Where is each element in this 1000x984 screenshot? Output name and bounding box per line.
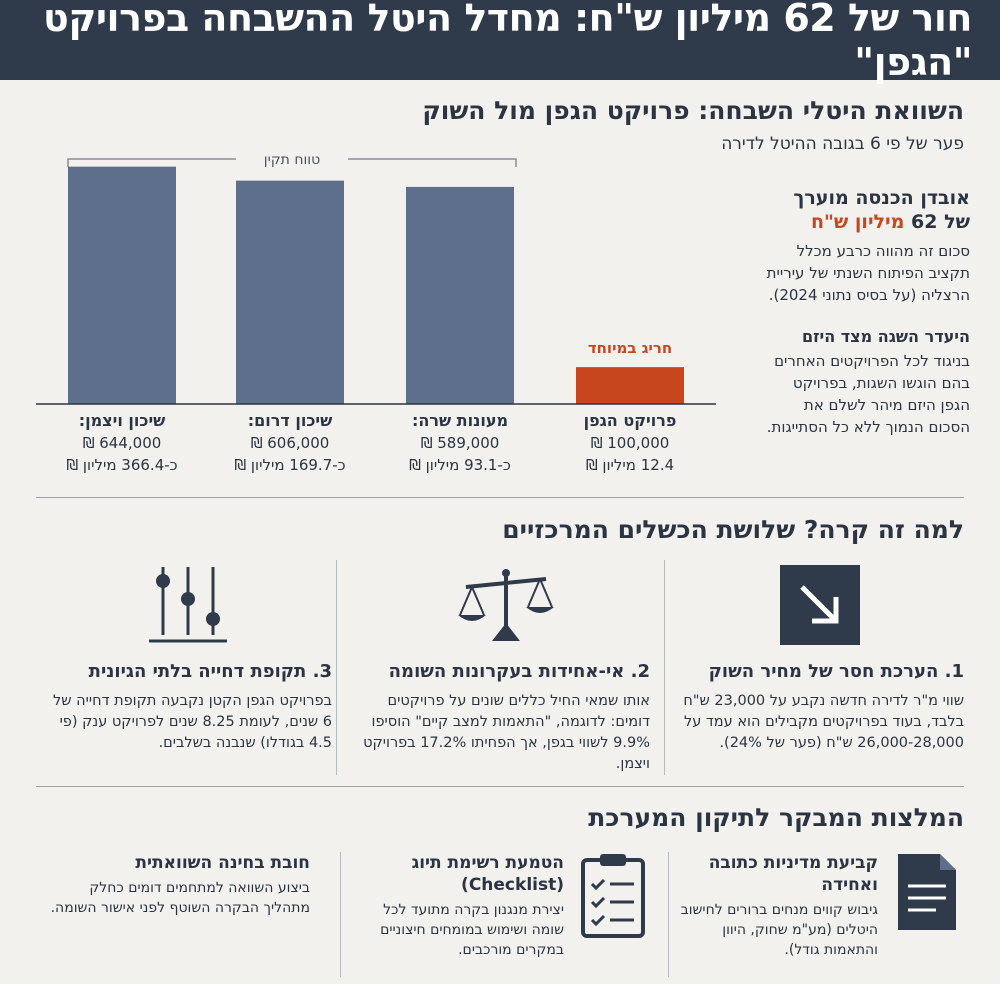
bars-group <box>68 166 684 404</box>
divider-1 <box>36 497 964 498</box>
bar-2 <box>406 186 514 404</box>
recommendation-item-2: הטמעת רשימת תיוג (Checklist) יצירת מנגנו… <box>360 852 650 982</box>
recommendations-heading: המלצות המבקר לתיקון המערכת <box>588 803 964 832</box>
separator-c <box>668 852 669 977</box>
failure-title-1: 1. הערכת חסר של מחיר השוק <box>708 661 964 682</box>
bar-3 <box>236 180 344 404</box>
recommendation-title-1: קביעת מדיניות כתובה ואחידה <box>708 853 878 895</box>
bar-category: מעונות שרה: <box>411 411 509 430</box>
failure-item-1: 1. הערכת חסר של מחיר השוק שווי מ"ר לדירה… <box>676 555 964 785</box>
bar-total: כ-366.4 מיליון ₪ <box>66 456 178 474</box>
separator-d <box>340 852 341 977</box>
range-bracket-right <box>348 158 517 167</box>
loss-amount: מיליון ש"ח <box>810 211 905 233</box>
scales-icon <box>362 555 650 655</box>
loss-prefix: של 62 <box>911 211 970 233</box>
arrow-down-icon <box>676 555 964 655</box>
bar-label-2: מעונות שרה: 589,000 ₪ כ-93.1 מיליון ₪ <box>385 410 535 476</box>
negotiation-title: היעדר השגה מצד היזם <box>801 327 970 346</box>
loss-text: סכום זה מהווה כרבע מכלל תקציב הפיתוח השנ… <box>766 242 970 304</box>
recommendation-title-3: חובת בחינה השוואתית <box>135 853 310 873</box>
bar-category: פרויקט הגפן <box>583 411 677 430</box>
bar-1 <box>576 367 684 404</box>
bar-label-4: שיכון ויצמן: 644,000 ₪ כ-366.4 מיליון ₪ <box>47 410 197 476</box>
range-label: טווח תקין <box>264 152 320 168</box>
failures-heading: למה זה קרה? שלושת הכשלים המרכזיים <box>502 515 964 544</box>
failure-title-2: 2. אי-אחידות בעקרונות השומה <box>388 661 650 682</box>
bar-value: 644,000 ₪ <box>82 434 162 452</box>
recommendation-item-1: קביעת מדיניות כתובה ואחידה גיבוש קווים מ… <box>674 852 964 982</box>
loss-amount-line: של 62 מיליון ש"ח <box>760 210 970 234</box>
bar-category: שיכון דרום: <box>247 411 333 430</box>
sliders-icon <box>44 555 332 655</box>
comparison-heading: השוואת היטלי השבחה: פרויקט הגפן מול השוק <box>422 96 964 125</box>
recommendation-text-2: יצירת מנגנון בקרה מתועד לכל שומה ושימוש … <box>380 902 564 958</box>
bar-4 <box>68 166 176 404</box>
checklist-icon <box>576 852 650 982</box>
bar-value: 589,000 ₪ <box>420 434 500 452</box>
negotiation-text: בניגוד לכל הפרויקטים האחרים בהם הוגשו הש… <box>766 352 970 436</box>
document-icon <box>890 852 964 982</box>
page-header: חור של 62 מיליון ש"ח: מחדל היטל ההשבחה ב… <box>0 0 1000 84</box>
separator-b <box>336 560 337 775</box>
range-bracket-left <box>67 158 236 167</box>
bar-total: כ-169.7 מיליון ₪ <box>234 456 346 474</box>
loss-title: אובדן הכנסה מוערך <box>793 187 970 209</box>
failure-text-3: בפרויקט הגפן הקטן נקבעה תקופת דחייה של 6… <box>53 693 332 751</box>
outlier-label: חריג במיוחד <box>588 339 672 357</box>
page-title: חור של 62 מיליון ש"ח: מחדל היטל ההשבחה ב… <box>43 0 972 84</box>
failure-item-3: 3. תקופת דחייה בלתי הגיונית בפרויקט הגפן… <box>44 555 332 785</box>
bar-total: 12.4 מיליון ₪ <box>585 456 675 474</box>
failure-item-2: 2. אי-אחידות בעקרונות השומה אותו שמאי הח… <box>362 555 650 785</box>
failure-title-3: 3. תקופת דחייה בלתי הגיונית <box>88 661 332 682</box>
bar-value: 606,000 ₪ <box>250 434 330 452</box>
bar-category: שיכון ויצמן: <box>78 411 166 430</box>
failure-text-2: אותו שמאי החיל כללים שונים על פרויקטים ד… <box>363 693 650 772</box>
side-panel: אובדן הכנסה מוערך של 62 מיליון ש"ח סכום … <box>760 186 970 438</box>
recommendation-item-3: חובת בחינה השוואתית ביצוע השוואה למתחמים… <box>40 852 310 982</box>
separator-a <box>664 560 665 775</box>
comparison-subheading: פער של פי 6 בגובה ההיטל לדירה <box>721 134 964 154</box>
recommendation-text-3: ביצוע השוואה למתחמים דומים כחלק מתהליך ה… <box>50 880 310 916</box>
divider-2 <box>36 786 964 787</box>
bar-label-1: פרויקט הגפן 100,000 ₪ 12.4 מיליון ₪ <box>555 410 705 476</box>
recommendation-text-1: גיבוש קווים מנחים ברורים לחישוב היטלים (… <box>680 902 878 958</box>
bar-value: 100,000 ₪ <box>590 434 670 452</box>
recommendation-title-2: הטמעת רשימת תיוג (Checklist) <box>411 853 564 895</box>
bar-chart: טווח תקין חריג במיוחד <box>36 152 716 405</box>
failure-text-1: שווי מ"ר לדירה חדשה נקבע על 23,000 ש"ח ב… <box>683 693 964 751</box>
bar-total: כ-93.1 מיליון ₪ <box>409 456 511 474</box>
bar-label-3: שיכון דרום: 606,000 ₪ כ-169.7 מיליון ₪ <box>215 410 365 476</box>
